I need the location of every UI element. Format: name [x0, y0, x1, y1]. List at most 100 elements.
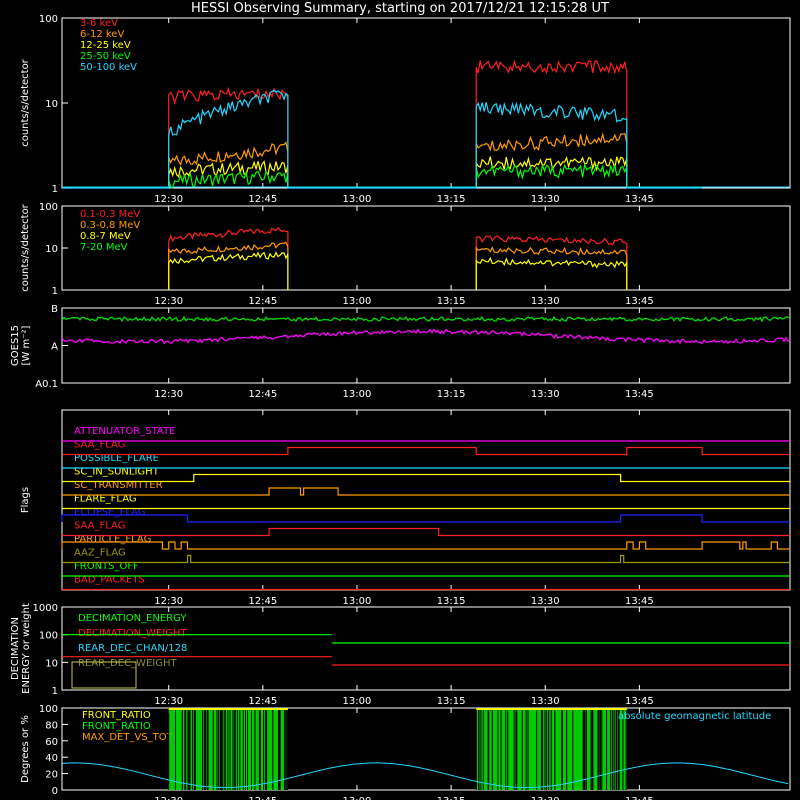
series-hxr-0-seg-2: [475, 59, 628, 188]
y-tick-label-gamma-2: 100: [39, 202, 58, 213]
panel-frame-ratio: [61, 707, 791, 791]
y-tick-label-hxr-2: 100: [39, 14, 58, 25]
x-tick-label-goes-1: 12:45: [248, 389, 277, 400]
flag-line-4: [62, 487, 790, 496]
x-tick-label-ratio-0: 12:30: [154, 796, 183, 800]
x-tick-label-decimation-0: 12:30: [154, 696, 183, 707]
y-axis-label-flags: Flags: [20, 487, 31, 513]
series-gamma-2-seg-0: [168, 251, 289, 290]
ratio-fill-0: [168, 708, 288, 790]
x-tick-label-goes-0: 12:30: [154, 389, 183, 400]
ratio-gaps-0: [168, 708, 288, 790]
y-tick-label-goes-1: A: [51, 342, 58, 353]
x-tick-label-hxr-2: 13:00: [343, 194, 372, 205]
flag-line-3: [62, 473, 790, 483]
y-tick-label-decimation-3: 1000: [33, 603, 58, 614]
legend-ratio-2: MAX_DET_VS_TOT: [82, 732, 174, 743]
x-tick-label-hxr-5: 13:45: [625, 194, 654, 205]
flag-line-8: [61, 541, 790, 550]
y-tick-label-goes-0: A0.1: [35, 379, 58, 390]
x-tick-label-decimation-5: 13:45: [625, 696, 654, 707]
latitude-curve: [61, 762, 789, 788]
legend-decimation-0: DECIMATION_ENERGY: [78, 613, 187, 624]
legend-flags-11: BAD_PACKETS: [74, 575, 145, 586]
x-tick-label-ratio-2: 13:00: [343, 796, 372, 800]
series-hxr-4-seg-3: [475, 101, 628, 188]
x-tick-label-flags-5: 13:45: [625, 596, 654, 607]
series-hxr-3-seg-0: [168, 169, 289, 189]
x-tick-label-gamma-5: 13:45: [625, 296, 654, 307]
x-tick-label-goes-2: 13:00: [343, 389, 372, 400]
x-tick-label-flags-0: 12:30: [154, 596, 183, 607]
legend-ratio-1: FRONT_RATIO: [82, 721, 151, 732]
series-gamma-2-seg-1: [475, 256, 628, 290]
legend-decimation-2: REAR_DEC_CHAN/128: [78, 643, 187, 654]
x-tick-label-ratio-4: 13:30: [531, 796, 560, 800]
x-tick-label-goes-5: 13:45: [625, 389, 654, 400]
series-hxr-3-seg-1: [475, 162, 628, 188]
goes-series-1: [61, 328, 791, 345]
y-axis-label2-decimation: ENERGY or weight: [21, 603, 32, 694]
legend-gamma-2: 0.8-7 MeV: [80, 231, 131, 242]
y-axis-label-decimation: DECIMATION: [10, 617, 21, 680]
x-tick-label-flags-3: 13:15: [437, 596, 466, 607]
x-tick-label-hxr-0: 12:30: [154, 194, 183, 205]
legend-flags-7: SAA_FLAG: [74, 521, 125, 532]
x-tick-label-decimation-1: 12:45: [248, 696, 277, 707]
x-tick-label-flags-2: 13:00: [343, 596, 372, 607]
series-hxr-2-seg-1: [475, 156, 628, 188]
legend-flags-0: ATTENUATOR_STATE: [74, 426, 175, 437]
legend-flags-1: SAA_FLAG: [74, 440, 125, 451]
chart-title: HESSI Observing Summary, starting on 201…: [191, 1, 609, 16]
x-tick-label-gamma-4: 13:30: [531, 296, 560, 307]
legend-gamma-3: 7-20 MeV: [80, 242, 128, 253]
x-tick-label-gamma-2: 13:00: [343, 296, 372, 307]
decimation-box: [71, 661, 137, 689]
flag-line-1: [62, 446, 790, 456]
y-tick-label-gamma-1: 10: [45, 244, 58, 255]
y-axis-label-goes: GOES15: [10, 325, 21, 366]
y-tick-label-ratio-5: 100: [39, 704, 58, 715]
ratio-gaps-1: [475, 708, 627, 790]
legend-ratio-0: FRONT_RATIO: [82, 710, 151, 721]
y-tick-label-ratio-1: 20: [45, 770, 58, 781]
y-tick-label-hxr-0: 1: [52, 184, 58, 195]
latitude-annotation: absolute geomagnetic latitude: [618, 711, 771, 722]
flag-line-6: [61, 514, 790, 523]
legend-flags-2: POSSIBLE_FLARE: [74, 453, 159, 464]
legend-flags-4: SC_TRANSMITTER: [74, 480, 163, 491]
legend-gamma-1: 0.3-0.8 MeV: [80, 220, 140, 231]
series-hxr-4-seg-1: [168, 89, 289, 188]
x-tick-label-hxr-1: 12:45: [248, 194, 277, 205]
series-hxr-2-seg-0: [168, 160, 289, 188]
legend-hxr-3: 25-50 keV: [80, 51, 131, 62]
legend-flags-8: PARTICLE_FLAG: [74, 534, 151, 545]
legend-hxr-1: 6-12 keV: [80, 29, 124, 40]
legend-flags-9: AAZ_FLAG: [74, 548, 126, 559]
y-axis-label2-goes: [W m⁻²]: [21, 325, 32, 365]
legend-hxr-0: 3-6 keV: [80, 18, 118, 29]
series-gamma-0-seg-1: [475, 235, 628, 290]
y-tick-label-ratio-2: 40: [45, 753, 58, 764]
x-tick-label-decimation-3: 13:15: [437, 696, 466, 707]
y-tick-label-decimation-2: 100: [39, 631, 58, 642]
goes-series-0: [61, 315, 791, 323]
panel-frame-decimation: [61, 606, 791, 691]
x-tick-label-hxr-4: 13:30: [531, 194, 560, 205]
y-axis-label-gamma: counts/s/detector: [20, 203, 31, 291]
legend-hxr-4: 50-100 keV: [80, 62, 137, 73]
y-tick-label-hxr-1: 10: [45, 99, 58, 110]
x-tick-label-goes-4: 13:30: [531, 389, 560, 400]
legend-flags-10: FRONTS_OFF: [74, 561, 139, 572]
series-gamma-1-seg-0: [168, 241, 289, 290]
series-hxr-1-seg-0: [168, 141, 289, 188]
x-tick-label-gamma-3: 13:15: [437, 296, 466, 307]
flag-line-9: [62, 554, 790, 564]
x-tick-label-flags-4: 13:30: [531, 596, 560, 607]
y-tick-label-ratio-4: 80: [45, 720, 58, 731]
flag-line-7: [62, 527, 790, 537]
series-gamma-1-seg-1: [475, 246, 628, 290]
x-tick-label-hxr-3: 13:15: [437, 194, 466, 205]
y-tick-label-gamma-0: 1: [52, 286, 58, 297]
x-tick-label-decimation-2: 13:00: [343, 696, 372, 707]
